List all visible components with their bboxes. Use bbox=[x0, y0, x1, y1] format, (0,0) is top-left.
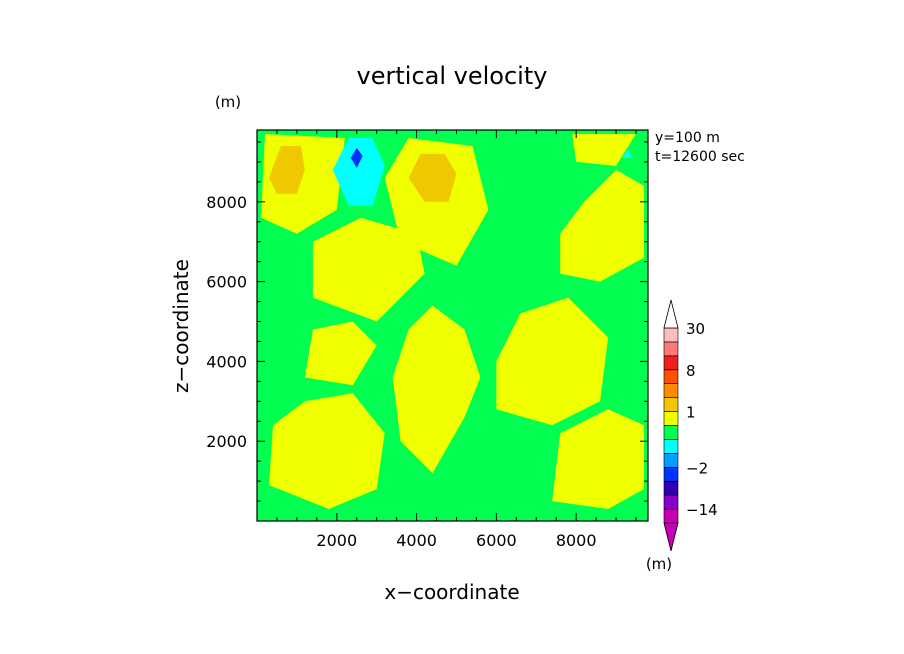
x-tick-label: 6000 bbox=[476, 531, 517, 550]
colorbar-band bbox=[663, 341, 679, 357]
x-tick-label: 2000 bbox=[316, 531, 357, 550]
colorbar-band bbox=[663, 383, 679, 398]
annotation-line-2: t=12600 sec bbox=[655, 149, 745, 165]
y-tick-label: 4000 bbox=[206, 352, 247, 371]
annotation-line-1: y=100 m bbox=[655, 130, 720, 146]
y-tick-label: 2000 bbox=[206, 432, 247, 451]
contour-region-strong-negative bbox=[350, 148, 363, 168]
colorbar-unit-label: (m) bbox=[646, 555, 672, 573]
contour-field bbox=[257, 130, 648, 521]
colorbar-band bbox=[663, 397, 679, 412]
contour-region-strong-positive bbox=[269, 146, 305, 194]
colorbar-band bbox=[663, 327, 679, 343]
colorbar-top-arrow bbox=[663, 299, 679, 329]
y-tick-label: 8000 bbox=[206, 193, 247, 212]
axis-ticks: 2000 4000 6000 8000 2000 4000 6000 8000 bbox=[206, 130, 648, 550]
colorbar-band bbox=[663, 508, 679, 524]
colorbar-tick-label: −2 bbox=[686, 459, 708, 477]
x-axis-label: x−coordinate bbox=[384, 580, 519, 604]
y-tick-label: 6000 bbox=[206, 273, 247, 292]
colorbar-band bbox=[663, 453, 679, 468]
colorbar-tick-label: 30 bbox=[686, 320, 705, 338]
contour-region-positive bbox=[384, 138, 489, 266]
contour-region-strong-positive bbox=[408, 153, 457, 202]
contour-region-positive bbox=[496, 297, 609, 426]
contour-region-positive bbox=[552, 409, 644, 509]
contour-region-positive bbox=[312, 217, 425, 322]
contour-region-positive bbox=[269, 393, 385, 509]
colorbar-tick-label: 1 bbox=[686, 404, 696, 422]
contour-region-positive bbox=[560, 169, 644, 282]
contour-region-negative bbox=[622, 149, 632, 158]
y-unit-label: (m) bbox=[215, 93, 241, 111]
colorbar-band bbox=[663, 355, 679, 371]
x-tick-label: 8000 bbox=[556, 531, 597, 550]
colorbar-tick-label: 8 bbox=[686, 362, 696, 380]
colorbar-bottom-arrow bbox=[663, 522, 679, 552]
colorbar-band bbox=[663, 494, 679, 510]
contour-region-positive bbox=[392, 305, 481, 474]
x-tick-label: 4000 bbox=[396, 531, 437, 550]
colorbar: 30 8 1 −2 −14 bbox=[663, 299, 718, 552]
colorbar-band bbox=[663, 466, 679, 482]
plot-frame bbox=[256, 129, 649, 522]
colorbar-band bbox=[663, 425, 679, 440]
colorbar-band bbox=[663, 439, 679, 454]
contour-region-positive bbox=[572, 134, 636, 166]
colorbar-band bbox=[663, 369, 679, 385]
colorbar-tick-label: −14 bbox=[686, 501, 718, 519]
contour-region-negative bbox=[332, 138, 385, 206]
chart-title: vertical velocity bbox=[357, 62, 548, 90]
colorbar-band bbox=[663, 411, 679, 426]
y-axis-label: z−coordinate bbox=[169, 259, 193, 393]
colorbar-band bbox=[663, 480, 679, 496]
contour-region-positive bbox=[304, 321, 377, 386]
